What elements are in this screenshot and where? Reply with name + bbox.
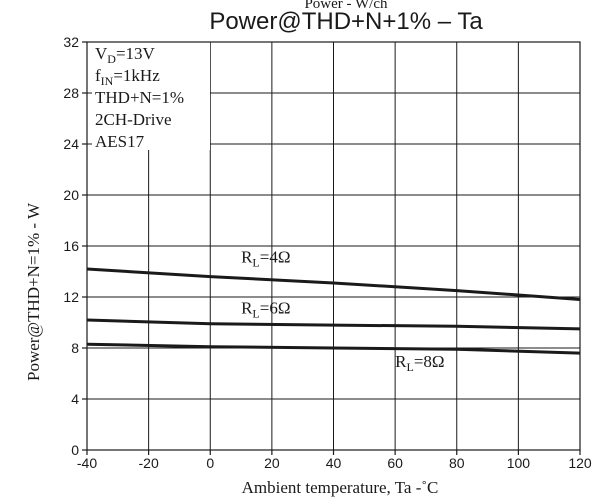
y-tick-label: 24 — [63, 136, 79, 152]
series-line — [86, 318, 581, 331]
series-label: RL=8Ω — [395, 352, 444, 374]
condition-thd: THD+N=1% — [95, 88, 184, 107]
y-tick-label: 4 — [71, 391, 79, 407]
y-axis-label: Power@THD+N=1% - W — [24, 202, 43, 381]
series-label: RL=4Ω — [241, 248, 290, 270]
conditions-legend: VD=13V fIN=1kHz THD+N=1% 2CH-Drive AES17 — [95, 44, 184, 151]
y-tick-label: 12 — [63, 289, 79, 305]
x-tick-label: -20 — [139, 455, 159, 471]
x-tick-label: 60 — [387, 455, 403, 471]
conditions-box-bg — [92, 40, 210, 150]
x-tick-label: 120 — [568, 455, 592, 471]
condition-drive: 2CH-Drive — [95, 110, 171, 129]
x-tick-label: 20 — [264, 455, 280, 471]
y-tick-label: 28 — [63, 85, 79, 101]
x-tick-label: 40 — [326, 455, 342, 471]
condition-fin: fIN=1kHz — [95, 66, 160, 88]
y-tick-label: 8 — [71, 340, 79, 356]
x-tick-label: 0 — [206, 455, 214, 471]
condition-filter: AES17 — [95, 132, 145, 151]
x-tick-label: 80 — [449, 455, 465, 471]
x-tick-label: 100 — [507, 455, 531, 471]
y-tick-label: 16 — [63, 238, 79, 254]
series-label: RL=6Ω — [241, 299, 290, 321]
chart-title: Power@THD+N+1% – Ta — [209, 8, 483, 35]
series-line — [86, 267, 581, 301]
chart-top-caption: Power - W/ch — [304, 0, 388, 12]
y-tick-label: 32 — [63, 34, 79, 50]
condition-vd: VD=13V — [95, 44, 156, 66]
y-tick-label: 20 — [63, 187, 79, 203]
y-tick-label: 0 — [71, 442, 79, 458]
x-tick-label: -40 — [77, 455, 97, 471]
x-axis-label: Ambient temperature, Ta -˚C — [242, 478, 439, 497]
plot-frame — [86, 41, 581, 451]
series-line — [86, 342, 581, 355]
